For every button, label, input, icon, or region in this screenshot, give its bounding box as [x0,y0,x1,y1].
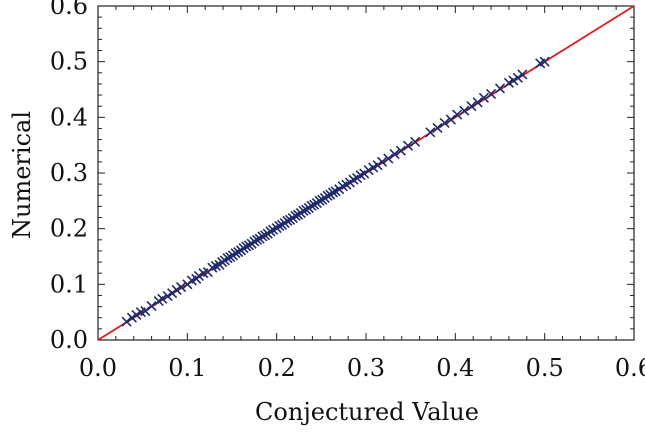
data-point [383,153,394,164]
data-point [402,140,414,151]
x-axis-label: Conjectured Value [255,398,479,426]
data-point [162,290,173,302]
data-point [459,105,470,116]
y-tick-label: 0.1 [50,270,88,298]
data-point [230,248,241,259]
data-point [210,260,221,272]
x-tick-label: 0.3 [347,354,385,382]
x-tick-label: 0.1 [168,354,206,382]
y-tick-label: 0.6 [50,0,88,20]
data-point [257,231,268,242]
data-point [222,253,233,264]
data-point [322,190,333,201]
data-point [171,284,182,295]
data-point [298,205,309,216]
data-point [157,293,168,304]
y-tick-label: 0.3 [50,159,88,187]
y-axis-label: Numerical [8,111,36,239]
data-point [290,210,301,221]
data-point [410,136,421,147]
data-point [539,56,550,67]
data-point [432,122,443,133]
x-tick-label: 0.4 [436,354,474,382]
data-point [445,114,456,125]
y-tick-label: 0.0 [50,326,88,354]
data-point [274,220,285,231]
data-point [251,234,263,245]
data-point [425,127,436,138]
data-point [193,270,205,282]
x-tick-label: 0.5 [526,354,564,382]
data-point [466,101,477,112]
data-point [121,316,132,327]
data-point [439,117,450,128]
data-point [472,97,483,108]
x-tick-label: 0.2 [258,354,296,382]
data-point [395,145,406,156]
data-point [389,149,400,160]
points-layer [121,56,550,327]
y-tick-label: 0.4 [50,103,88,131]
axes: 0.0 0.1 0.2 0.3 0.4 0.5 0.6 0.0 0.1 0.2 0.3 0.4 0.5 0… [50,0,645,382]
x-tick-label: 0.6 [615,354,645,382]
data-point [486,88,497,100]
data-point [241,241,252,252]
data-point [327,187,339,198]
y-tick-label: 0.2 [50,215,88,243]
data-point [176,282,187,293]
x-tick-label: 0.0 [79,354,117,382]
data-point [377,156,388,167]
data-point [140,305,151,317]
data-point [478,92,489,103]
data-point [131,309,142,321]
data-point [306,200,317,211]
data-point [363,165,374,176]
y-tick-label: 0.5 [50,48,88,76]
labels: Conjectured Value Numerical [8,111,479,426]
data-point [146,300,157,312]
data-point [508,75,519,86]
data-point [452,109,463,120]
data-point [126,312,138,323]
data-point [494,83,506,94]
data-point [282,215,293,226]
data-point [314,195,325,206]
data-point [517,69,528,80]
